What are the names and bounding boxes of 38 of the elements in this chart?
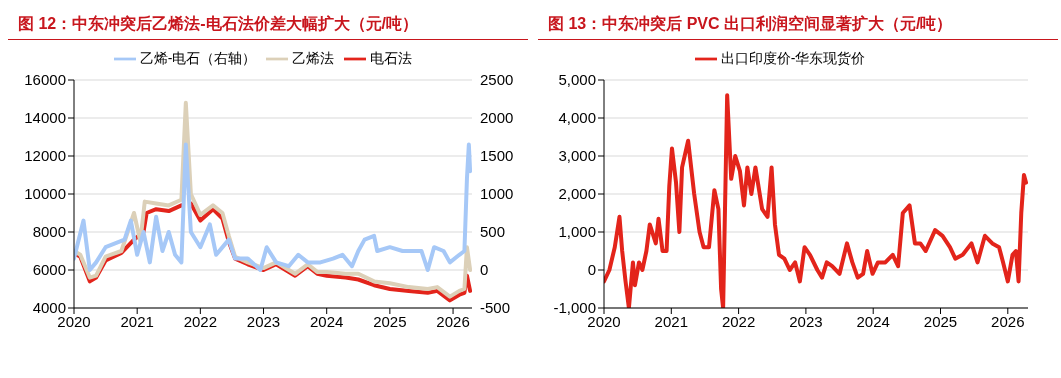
x-tick-label: 2024 [856,312,890,330]
y-tick-label: 5,000 [558,71,596,89]
legend-label: 乙烯法 [292,49,335,66]
y-tick-label: 14000 [24,109,66,127]
legend-label: 乙烯-电石（右轴） [139,49,257,66]
y2-tick-label: 2000 [480,109,514,127]
x-tick-label: 2025 [373,312,407,330]
y-tick-label: 2,000 [558,185,596,203]
y-tick-label: 6000 [32,261,66,279]
y2-tick-label: 1500 [480,147,514,165]
legend-label: 出口印度价-华东现货价 [720,49,866,66]
y2-tick-label: -500 [480,299,511,317]
x-tick-label: 2023 [246,312,281,330]
x-tick-label: 2021 [120,312,154,330]
x-tick-label: 2021 [654,312,688,330]
y2-tick-label: 500 [480,223,506,241]
chart-title: 图 13：中东冲突后 PVC 出口利润空间显著扩大（元/吨） [538,8,1058,40]
x-tick-label: 2022 [721,312,756,330]
legend-label: 电石法 [370,49,413,66]
x-tick-label: 2023 [789,312,823,330]
y-tick-label: 0 [587,261,596,279]
y-tick-label: 16000 [24,71,66,89]
line-series [74,142,472,272]
x-tick-label: 2025 [923,312,958,330]
y-tick-label: 1,000 [558,223,596,241]
y2-tick-label: 0 [480,261,489,279]
chart-title: 图 12：中东冲突后乙烯法-电石法价差大幅扩大（元/吨） [8,8,528,40]
y2-tick-label: 2500 [480,71,514,89]
x-tick-label: 2026 [436,312,470,330]
y-tick-label: 3,000 [558,147,596,165]
y-tick-label: 10000 [24,185,66,203]
x-tick-label: 2026 [991,312,1025,330]
x-tick-label: 2022 [183,312,218,330]
x-tick-label: 2024 [310,312,344,330]
y-tick-label: 4,000 [558,109,596,127]
y-tick-label: 8000 [32,223,66,241]
y-tick-label: 12000 [24,147,66,165]
y2-tick-label: 1000 [480,185,514,203]
